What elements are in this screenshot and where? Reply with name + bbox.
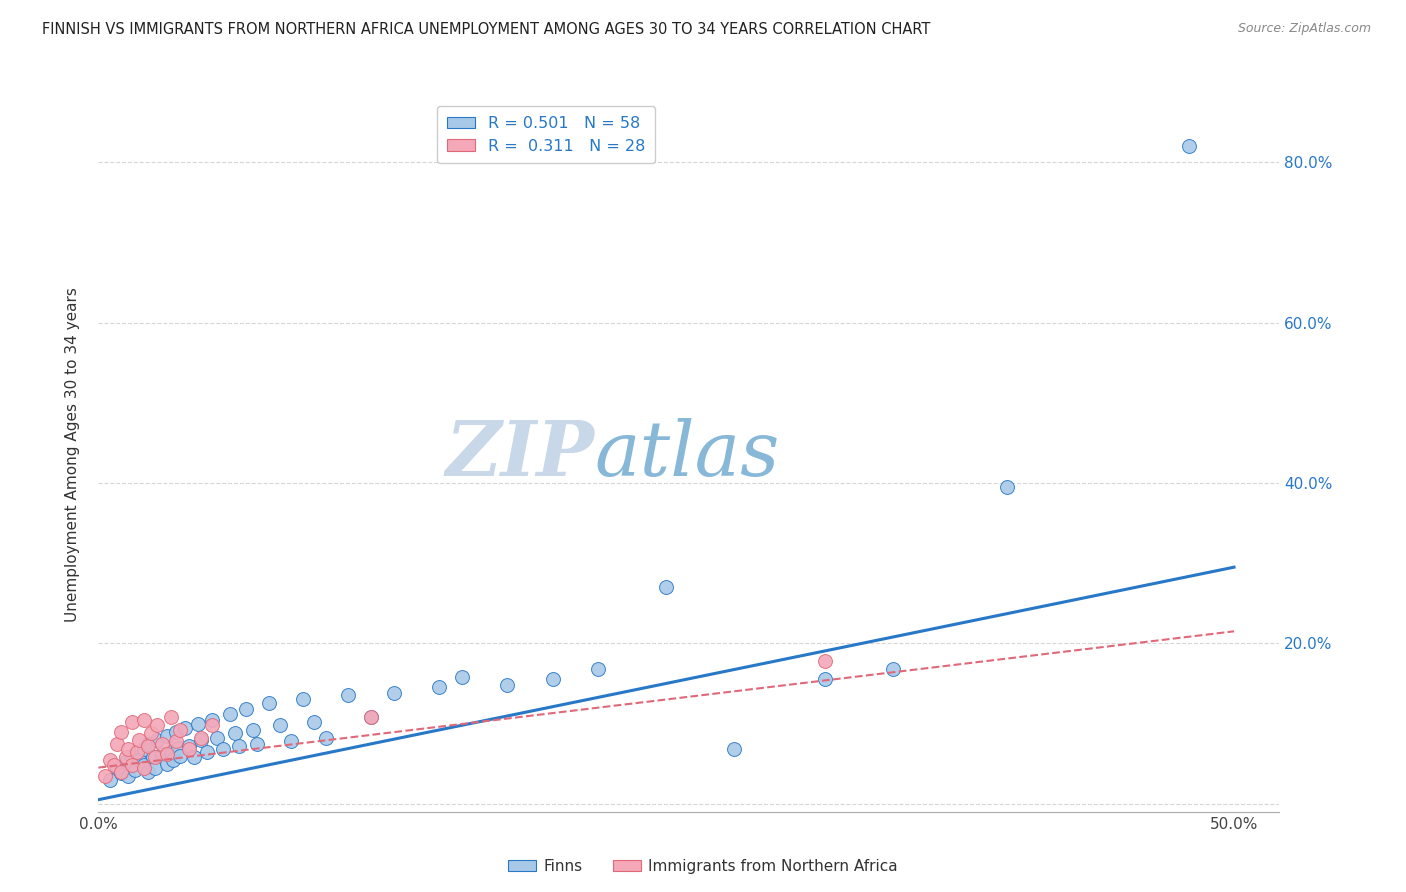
Legend: R = 0.501   N = 58, R =  0.311   N = 28: R = 0.501 N = 58, R = 0.311 N = 28 — [437, 106, 655, 163]
Point — [128, 732, 150, 747]
Point — [201, 713, 224, 727]
Point — [269, 718, 291, 732]
Point — [98, 753, 121, 767]
Point — [121, 714, 143, 729]
Point — [110, 724, 132, 739]
Point — [212, 742, 235, 756]
Point — [169, 748, 191, 763]
Point — [586, 662, 609, 676]
Point — [190, 732, 212, 747]
Point — [162, 753, 184, 767]
Point — [105, 761, 128, 775]
Point — [110, 764, 132, 779]
Point — [165, 724, 187, 739]
Point — [128, 753, 150, 767]
Point — [205, 731, 228, 745]
Point — [155, 756, 177, 771]
Point — [179, 742, 201, 756]
Point — [235, 702, 257, 716]
Point — [1177, 139, 1199, 153]
Text: ZIP: ZIP — [446, 418, 595, 491]
Point — [103, 758, 125, 772]
Point — [173, 721, 195, 735]
Point — [138, 764, 160, 779]
Point — [814, 654, 837, 668]
Point — [105, 737, 128, 751]
Point — [179, 739, 201, 753]
Point — [257, 697, 280, 711]
Point — [121, 748, 143, 763]
Point — [150, 747, 173, 761]
Point — [280, 734, 302, 748]
Point — [132, 742, 155, 756]
Point — [197, 745, 219, 759]
Point — [117, 742, 139, 756]
Point — [814, 673, 837, 687]
Point — [155, 729, 177, 743]
Point — [169, 723, 191, 737]
Point — [146, 718, 169, 732]
Point — [150, 737, 173, 751]
Point — [187, 716, 209, 731]
Point — [142, 750, 165, 764]
Point — [132, 761, 155, 775]
Point — [302, 714, 325, 729]
Point — [201, 718, 224, 732]
Point — [138, 737, 160, 751]
Point — [360, 710, 382, 724]
Point — [360, 710, 382, 724]
Point — [124, 763, 146, 777]
Point — [125, 745, 148, 759]
Point — [114, 750, 136, 764]
Point — [167, 740, 190, 755]
Point — [143, 750, 166, 764]
Point — [139, 726, 162, 740]
Point — [121, 758, 143, 772]
Point — [655, 580, 678, 594]
Point — [143, 761, 166, 775]
Point — [337, 689, 360, 703]
Text: FINNISH VS IMMIGRANTS FROM NORTHERN AFRICA UNEMPLOYMENT AMONG AGES 30 TO 34 YEAR: FINNISH VS IMMIGRANTS FROM NORTHERN AFRI… — [42, 22, 931, 37]
Legend: Finns, Immigrants from Northern Africa: Finns, Immigrants from Northern Africa — [502, 853, 904, 880]
Point — [427, 681, 450, 695]
Point — [496, 678, 519, 692]
Point — [160, 745, 183, 759]
Point — [291, 692, 314, 706]
Point — [450, 670, 472, 684]
Point — [541, 673, 564, 687]
Point — [117, 769, 139, 783]
Point — [132, 713, 155, 727]
Point — [882, 662, 904, 676]
Point — [242, 723, 264, 737]
Point — [114, 755, 136, 769]
Point — [183, 750, 205, 764]
Text: atlas: atlas — [595, 418, 780, 491]
Point — [995, 480, 1018, 494]
Point — [228, 739, 250, 753]
Point — [723, 742, 745, 756]
Point — [94, 769, 117, 783]
Point — [382, 686, 405, 700]
Point — [132, 758, 155, 772]
Point — [160, 710, 183, 724]
Point — [98, 772, 121, 787]
Point — [219, 706, 242, 721]
Point — [165, 734, 187, 748]
Y-axis label: Unemployment Among Ages 30 to 34 years: Unemployment Among Ages 30 to 34 years — [65, 287, 80, 623]
Point — [190, 731, 212, 745]
Point — [138, 739, 160, 753]
Point — [155, 747, 177, 761]
Point — [146, 732, 169, 747]
Point — [110, 766, 132, 780]
Point — [246, 737, 269, 751]
Point — [315, 731, 337, 745]
Text: Source: ZipAtlas.com: Source: ZipAtlas.com — [1237, 22, 1371, 36]
Point — [224, 726, 246, 740]
